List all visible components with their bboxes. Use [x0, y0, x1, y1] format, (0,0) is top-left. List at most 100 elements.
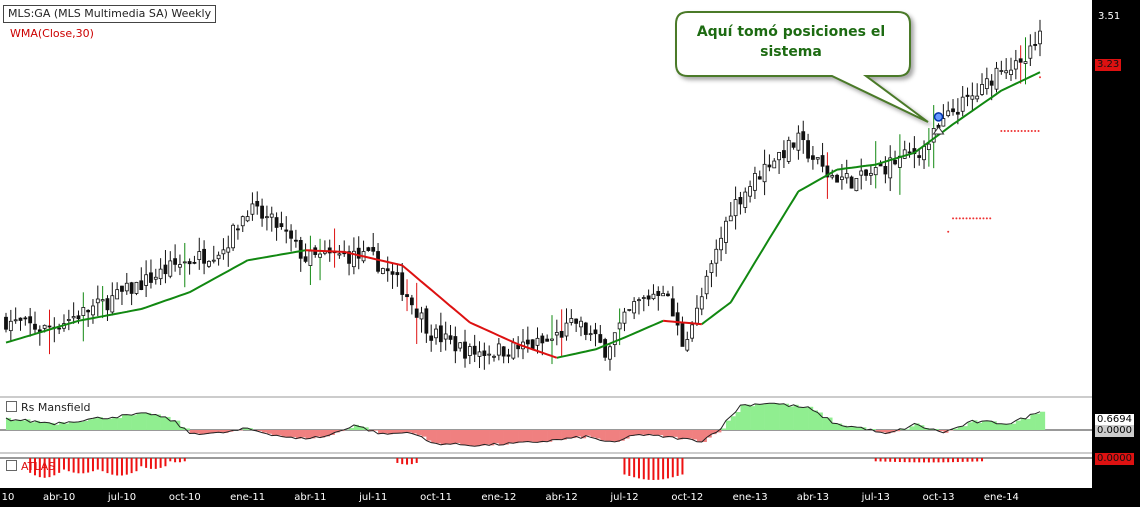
rs-area-segment [982, 421, 988, 430]
rs-area-segment [779, 404, 785, 430]
candle-body [743, 191, 748, 208]
candle-body [28, 316, 33, 324]
rs-area-segment [358, 426, 364, 430]
atlas-bar [38, 458, 41, 478]
atlas-bar [956, 458, 959, 463]
candle-body [554, 332, 559, 336]
candle-body [289, 230, 293, 239]
atlas-bar [947, 458, 950, 463]
rs-pane-label[interactable]: Rs Mansfield [6, 401, 91, 414]
rs-area-segment [783, 403, 790, 430]
rs-area-segment [914, 423, 920, 430]
rs-area-segment [774, 403, 780, 430]
candle-body [999, 70, 1004, 72]
candle-body [540, 335, 545, 344]
candle-body [274, 217, 279, 228]
stop-dot [982, 217, 985, 220]
rs-area-segment [609, 430, 616, 442]
rs-area-segment [605, 430, 611, 442]
candle-body [806, 140, 810, 159]
atlas-bar [633, 458, 636, 478]
candle-body [395, 272, 400, 276]
rs-area-segment [759, 404, 765, 430]
rs-area-segment [730, 416, 736, 430]
rs-area-segment [334, 430, 340, 433]
rs-area-segment [711, 430, 717, 435]
rs-area-segment [223, 430, 229, 433]
candle-body [989, 80, 994, 86]
rs-area-segment [88, 419, 94, 430]
time-axis-label: abr-11 [294, 492, 326, 503]
candle-body [467, 346, 472, 356]
candle-body [545, 338, 550, 342]
time-axis-ticks: 10 abr-10 jul-10 oct-10 ene-11 abr-11 jul-11 oc… [2, 492, 1019, 503]
candle-body [632, 301, 637, 314]
rs-area-segment [638, 430, 645, 435]
candle-body [8, 320, 13, 332]
rs-area-segment [1015, 420, 1021, 430]
rs-area-segment [518, 430, 524, 443]
time-axis-label: ene-14 [984, 492, 1019, 503]
stop-dot [952, 217, 955, 220]
candle-body [559, 330, 564, 338]
candle-body [424, 308, 429, 334]
rs-area-segment [281, 430, 287, 437]
atlas-bar [130, 458, 133, 474]
rs-area-segment [1035, 413, 1041, 430]
candle-body [709, 263, 714, 274]
atlas-bar [662, 458, 665, 480]
rs-area-segment [977, 422, 983, 430]
rs-area-segment [667, 430, 674, 437]
rs-area-segment [962, 426, 968, 430]
candle-body [931, 128, 936, 143]
candle-body [149, 272, 153, 283]
atlas-bar [642, 458, 645, 480]
candle-body [506, 354, 511, 357]
rs-area-segment [837, 423, 843, 430]
rs-area-segment [1030, 414, 1036, 430]
candle-body [438, 325, 443, 343]
collapse-box-icon[interactable] [6, 460, 17, 471]
candle-body [767, 164, 772, 168]
entry-marker-icon [933, 112, 944, 122]
rs-area-segment [387, 430, 393, 435]
rs-area-segment [266, 430, 273, 434]
atlas-bar [135, 458, 138, 472]
candle-body [86, 309, 91, 313]
rs-area-segment [291, 430, 297, 438]
candle-body [240, 216, 245, 227]
rs-area-segment [580, 430, 587, 439]
rs-area-segment [846, 426, 852, 430]
atlas-pane-label[interactable]: ATLAS [6, 460, 55, 473]
atlas-bar [410, 458, 413, 465]
rs-area-segment [856, 427, 862, 430]
candle-body [907, 151, 912, 154]
candle-body [1033, 44, 1038, 46]
candle-body [975, 95, 980, 100]
rs-area-segment [39, 422, 45, 430]
candle-body [1018, 58, 1023, 63]
atlas-bar [666, 458, 669, 479]
rs-area-segment [112, 417, 118, 430]
rs-area-segment [803, 407, 809, 430]
candle-body [960, 96, 965, 112]
candle-body [530, 339, 535, 350]
candle-body [419, 312, 424, 320]
candle-body [675, 312, 680, 326]
collapse-box-icon[interactable] [6, 401, 17, 412]
candle-body [617, 322, 622, 330]
atlas-bar [174, 458, 177, 463]
rs-area-segment [63, 423, 70, 430]
candle-body [965, 94, 970, 97]
atlas-bar [140, 458, 143, 467]
rs-area-segment [532, 430, 538, 443]
candle-body [236, 228, 240, 231]
candle-body [574, 318, 579, 324]
rs-area-segment [329, 430, 335, 435]
rs-zero-tag: 0.0000 [1095, 425, 1134, 437]
atlas-bar [652, 458, 655, 480]
rs-area-segment [189, 430, 195, 434]
time-axis-label: oct-10 [169, 492, 201, 503]
rs-area-segment [431, 430, 437, 443]
candle-body [376, 251, 380, 272]
